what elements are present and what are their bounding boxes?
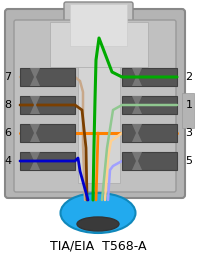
- Bar: [20, 124, 75, 142]
- Polygon shape: [132, 96, 142, 114]
- Polygon shape: [30, 68, 40, 86]
- Text: 2: 2: [185, 72, 192, 82]
- Polygon shape: [30, 124, 40, 142]
- Text: 1: 1: [186, 100, 192, 110]
- Bar: [50, 22, 148, 67]
- Text: 8: 8: [5, 100, 12, 110]
- Bar: [20, 152, 75, 170]
- Text: 6: 6: [5, 128, 11, 138]
- Bar: [78, 55, 120, 183]
- Polygon shape: [132, 152, 142, 170]
- Bar: [20, 68, 75, 86]
- Ellipse shape: [60, 193, 136, 233]
- Text: 5: 5: [186, 156, 192, 166]
- Bar: [20, 96, 75, 114]
- Polygon shape: [132, 68, 142, 86]
- Bar: [70, 4, 127, 46]
- Text: 4: 4: [5, 156, 12, 166]
- Bar: [122, 68, 177, 86]
- Polygon shape: [30, 152, 40, 170]
- Text: TIA/EIA  T568-A: TIA/EIA T568-A: [50, 240, 146, 252]
- Bar: [122, 124, 177, 142]
- FancyBboxPatch shape: [64, 2, 133, 26]
- Bar: [182, 93, 194, 128]
- Text: 3: 3: [186, 128, 192, 138]
- Text: 7: 7: [5, 72, 12, 82]
- Polygon shape: [132, 124, 142, 142]
- FancyBboxPatch shape: [5, 9, 185, 198]
- Bar: [122, 96, 177, 114]
- Polygon shape: [30, 96, 40, 114]
- Ellipse shape: [77, 217, 119, 231]
- FancyBboxPatch shape: [14, 20, 176, 192]
- Bar: [122, 152, 177, 170]
